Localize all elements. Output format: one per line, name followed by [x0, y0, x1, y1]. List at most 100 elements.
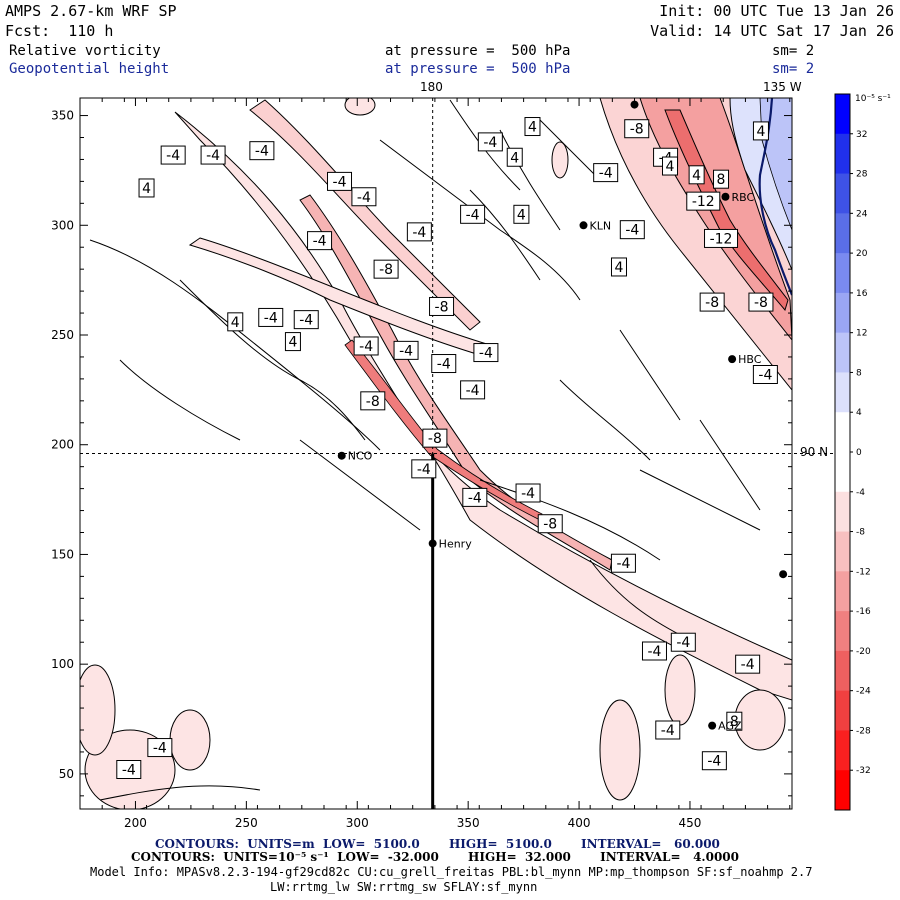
colorbar-label: 24 [856, 209, 868, 219]
contour-label: -4 [293, 310, 319, 330]
colorbar-swatch [835, 571, 850, 612]
colorbar-swatch [835, 253, 850, 294]
contour-label: -4 [200, 145, 226, 165]
colorbar-label: -28 [856, 726, 871, 736]
svg-text:-4: -4 [357, 190, 371, 206]
svg-text:-4: -4 [417, 462, 431, 478]
contour-label: -4 [327, 171, 353, 191]
svg-text:-4: -4 [599, 166, 613, 182]
colorbar-label: 4 [856, 408, 862, 418]
contour-label: -4 [116, 760, 142, 779]
svg-text:-4: -4 [616, 556, 630, 572]
contour-label: -4 [477, 132, 503, 152]
contour-label: -4 [353, 336, 379, 356]
field1-level: at pressure = 500 hPa [385, 43, 571, 59]
svg-text:-4: -4 [661, 723, 675, 739]
contour-label: -12 [686, 191, 721, 211]
field2-smooth: sm= 2 [772, 61, 815, 77]
field2-name: Geopotential height [9, 61, 170, 77]
colorbar-swatch [835, 332, 850, 373]
contour-label: 8 [713, 169, 730, 189]
contour-label: -4 [655, 720, 681, 740]
contour-label: -4 [307, 231, 333, 251]
forecast-hour: Fcst: 110 h [5, 22, 114, 40]
y-tick-label: 250 [51, 328, 74, 342]
contour-label: -8 [699, 292, 725, 312]
contour-label: -4 [735, 654, 761, 674]
svg-text:-4: -4 [255, 144, 269, 160]
station-marker: NCO [337, 450, 373, 463]
ne-region-core [664, 109, 789, 312]
contour-label: -8 [360, 391, 386, 411]
station-name: NCO [348, 450, 373, 463]
x-tick-label: 350 [457, 816, 480, 830]
colorbar-swatch [835, 650, 850, 692]
svg-text:-8: -8 [705, 295, 719, 311]
colorbar-label: -16 [856, 607, 871, 617]
svg-text:-4: -4 [707, 754, 721, 770]
contour-label: -8 [373, 259, 399, 279]
colorbar-swatch [835, 611, 850, 652]
colorbar-swatch [835, 372, 850, 413]
contour-label: -8 [429, 296, 455, 316]
svg-text:-4: -4 [313, 234, 327, 250]
y-tick-label: 150 [51, 547, 74, 561]
contour-label: -4 [460, 204, 486, 224]
svg-text:-4: -4 [122, 763, 136, 779]
colorbar-swatch [835, 213, 850, 254]
contour-label: -4 [411, 459, 437, 479]
x-tick-label: 400 [568, 816, 591, 830]
contour-label: 4 [524, 117, 541, 137]
contour-label: -4 [515, 483, 541, 503]
svg-text:4: 4 [615, 260, 624, 276]
colorbar-swatch [835, 94, 850, 135]
colorbar-swatch [835, 531, 850, 572]
colorbar-label: -8 [856, 528, 865, 538]
station-marker: RBC [721, 191, 754, 204]
svg-text:-4: -4 [741, 657, 755, 673]
contour-label: -4 [619, 220, 645, 240]
footer-physics: LW:rrtmg_lw SW:rrtmg_sw SFLAY:sf_mynn [270, 880, 538, 894]
contour-label: -4 [752, 365, 778, 384]
plot-frame [79, 97, 793, 810]
contour-label: 8 [726, 711, 743, 731]
svg-text:4: 4 [510, 150, 519, 166]
svg-text:4: 4 [666, 159, 675, 175]
valid-time: Valid: 14 UTC Sat 17 Jan 26 [650, 22, 894, 40]
contour-label: 4 [227, 312, 244, 332]
contour-label: -4 [460, 380, 486, 400]
colorbar-label: 16 [856, 289, 868, 299]
station-marker: KLN [579, 219, 612, 232]
svg-text:-8: -8 [428, 431, 442, 447]
colorbar-label: -12 [856, 567, 871, 577]
contour-label: -4 [610, 553, 636, 573]
contour-label: 4 [752, 121, 769, 141]
contour-label: 4 [284, 332, 301, 352]
blob [599, 699, 641, 801]
station-name: KLN [590, 219, 612, 232]
colorbar-swatch [835, 770, 850, 811]
contour-label: -4 [641, 641, 667, 661]
contour-label: -4 [160, 145, 186, 165]
contour-label: -4 [249, 141, 275, 161]
colorbar-swatch [835, 491, 850, 533]
contour-label: 4 [506, 147, 523, 167]
lon-180-label: 180 [420, 80, 443, 94]
y-tick-label: 100 [51, 657, 74, 671]
svg-text:4: 4 [231, 315, 240, 331]
station-marker: Henry [428, 537, 473, 550]
band-core [344, 339, 543, 521]
colorbar-unit: 10⁻⁵ s⁻¹ [855, 94, 891, 104]
contour-label: 4 [138, 178, 155, 198]
station-name: Henry [439, 537, 473, 550]
station-name: AGZ [718, 720, 742, 733]
blob [734, 689, 786, 751]
svg-text:-4: -4 [468, 490, 482, 506]
x-tick-label: 450 [679, 816, 702, 830]
colorbar-swatch [835, 133, 850, 175]
colorbar-swatch [835, 730, 850, 771]
x-tick-label: 250 [235, 816, 258, 830]
contour-label: -8 [624, 119, 650, 139]
svg-text:-12: -12 [692, 194, 715, 210]
